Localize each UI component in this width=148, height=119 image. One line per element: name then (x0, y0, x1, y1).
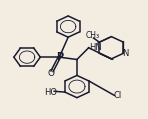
Text: Cl: Cl (114, 92, 122, 100)
Text: HO: HO (44, 88, 57, 97)
Text: N: N (122, 49, 129, 58)
Text: HN: HN (89, 43, 102, 52)
Text: CH₃: CH₃ (86, 31, 100, 40)
Text: O: O (47, 69, 54, 77)
Text: P: P (56, 52, 63, 62)
